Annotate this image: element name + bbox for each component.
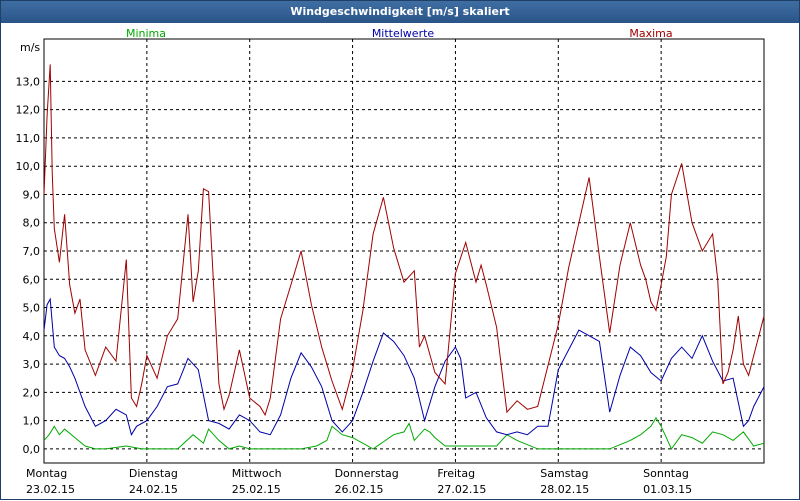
x-tick-date: 28.02.15 <box>540 483 589 496</box>
y-tick-label: 2,0 <box>23 386 41 399</box>
y-tick-label: 13,0 <box>16 75 41 88</box>
x-tick-day: Samstag <box>540 467 588 480</box>
chart-title: Windgeschwindigkeit [m/s] skaliert <box>1 1 799 23</box>
y-tick-label: 4,0 <box>23 330 41 343</box>
legend-mittelwerte: Mittelwerte <box>372 27 435 40</box>
x-tick-date: 01.03.15 <box>643 483 692 496</box>
x-tick-date: 24.02.15 <box>129 483 178 496</box>
y-tick-label: 11,0 <box>16 132 41 145</box>
y-tick-label: 10,0 <box>16 160 41 173</box>
x-tick-date: 23.02.15 <box>26 483 75 496</box>
series-line-minima <box>43 416 765 450</box>
x-tick-date: 25.02.15 <box>232 483 281 496</box>
x-tick-date: 26.02.15 <box>335 483 384 496</box>
y-tick-label: 1,0 <box>23 415 41 428</box>
series-line-mittelwerte <box>43 297 765 436</box>
x-tick-day: Montag <box>26 467 67 480</box>
x-tick-day: Mittwoch <box>232 467 282 480</box>
y-tick-label: 6,0 <box>23 273 41 286</box>
y-axis-label: m/s <box>20 41 40 54</box>
x-tick-day: Freitag <box>437 467 475 480</box>
x-tick-day: Dienstag <box>129 467 178 480</box>
y-tick-label: 7,0 <box>23 245 41 258</box>
x-tick-day: Sonntag <box>643 467 689 480</box>
y-tick-label: 3,0 <box>23 358 41 371</box>
x-tick-date: 27.02.15 <box>437 483 486 496</box>
y-tick-label: 5,0 <box>23 302 41 315</box>
y-tick-label: 9,0 <box>23 188 41 201</box>
legend-maxima: Maxima <box>629 27 672 40</box>
x-tick-day: Donnerstag <box>335 467 399 480</box>
y-tick-label: 0,0 <box>23 443 41 456</box>
legend-minima: Minima <box>126 27 166 40</box>
y-tick-label: 12,0 <box>16 104 41 117</box>
series-line-maxima <box>43 64 765 417</box>
y-tick-label: 8,0 <box>23 217 41 230</box>
